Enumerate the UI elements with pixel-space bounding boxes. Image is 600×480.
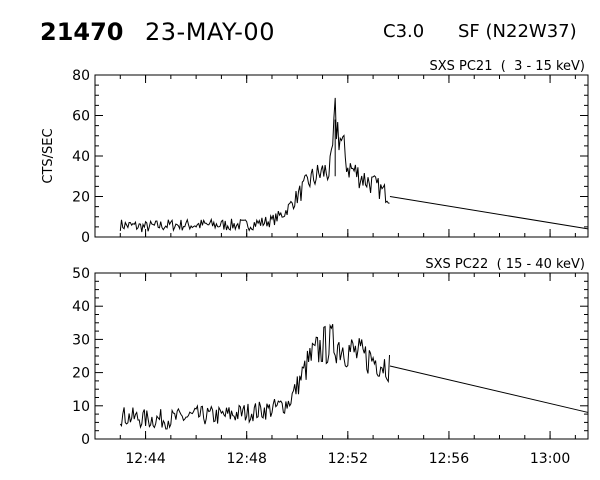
series-tail-pc22 bbox=[389, 365, 589, 413]
y-tick-label-pc22: 40 bbox=[72, 299, 90, 315]
panel-title-pc22: SXS PC22 ( 15 - 40 keV) bbox=[425, 257, 585, 272]
event-date: 23-MAY-00 bbox=[145, 18, 275, 46]
x-tick-label: 12:56 bbox=[429, 451, 469, 467]
event-id: 21470 bbox=[40, 18, 124, 46]
y-tick-label-pc21: 0 bbox=[81, 230, 90, 246]
series-line-pc21 bbox=[119, 97, 390, 233]
y-tick-label-pc21: 80 bbox=[72, 68, 90, 84]
y-tick-label-pc22: 20 bbox=[72, 366, 90, 382]
series-tail-pc21 bbox=[389, 196, 589, 230]
y-tick-label-pc21: 40 bbox=[72, 149, 90, 165]
x-tick-label: 12:48 bbox=[227, 451, 267, 467]
flare-location: SF (N22W37) bbox=[458, 21, 577, 42]
y-tick-label-pc21: 60 bbox=[72, 109, 90, 125]
plot-frame-pc22 bbox=[94, 272, 589, 440]
x-tick-label: 12:44 bbox=[125, 451, 165, 467]
x-tick-label: 12:52 bbox=[328, 451, 368, 467]
y-tick-label-pc22: 10 bbox=[72, 399, 90, 415]
flare-class: C3.0 bbox=[383, 21, 425, 42]
x-tick-label: 13:00 bbox=[530, 451, 570, 467]
y-tick-label-pc22: 50 bbox=[72, 266, 90, 282]
panel-title-pc21: SXS PC21 ( 3 - 15 keV) bbox=[429, 59, 585, 74]
y-tick-label-pc22: 30 bbox=[72, 332, 90, 348]
y-axis-label: CTS/SEC bbox=[41, 128, 56, 183]
y-tick-label-pc22: 0 bbox=[81, 432, 90, 448]
series-line-pc22 bbox=[119, 323, 390, 430]
y-tick-label-pc21: 20 bbox=[72, 190, 90, 206]
plot-frame-pc21 bbox=[94, 74, 589, 238]
